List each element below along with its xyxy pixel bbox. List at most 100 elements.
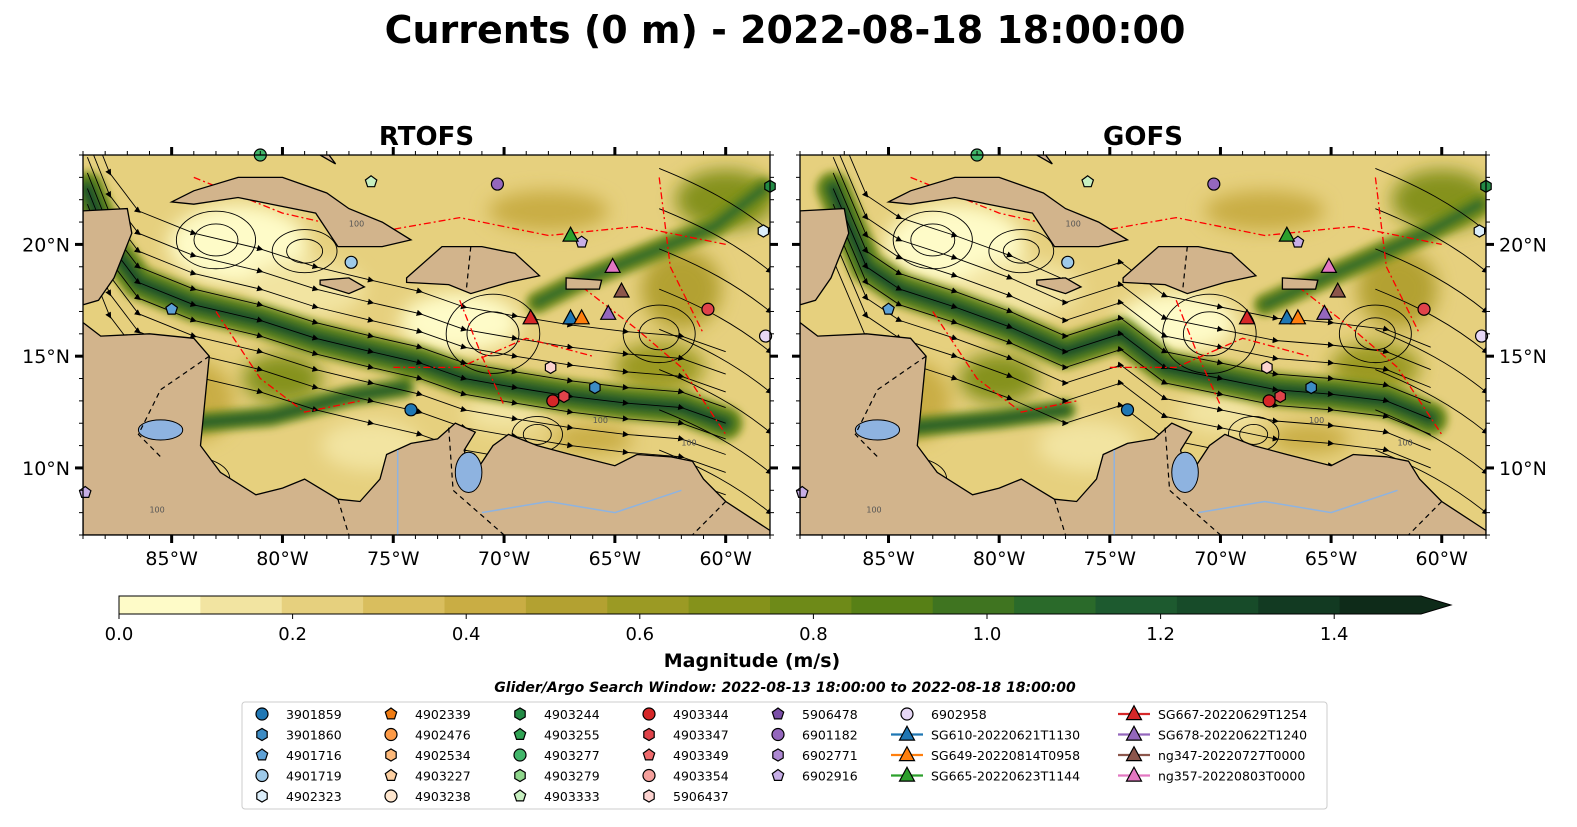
legend-label: 4903277	[544, 748, 600, 763]
boundary-lines	[193, 176, 727, 435]
legend-item: 3901859	[255, 707, 342, 722]
legend-label: 4903333	[544, 789, 600, 804]
legend-label: 6902916	[802, 769, 858, 784]
legend-label: SG649-20220814T0958	[931, 748, 1080, 763]
contour-label: 100	[1309, 416, 1324, 425]
legend-label: 4903344	[673, 707, 729, 722]
observation-marker	[1278, 225, 1296, 242]
colorbar-segment	[1095, 596, 1178, 614]
observation-marker	[1474, 329, 1489, 343]
observation-marker	[562, 225, 580, 242]
legend-label: 4902534	[415, 748, 471, 763]
legend-marker	[384, 727, 398, 742]
legend-item: 4903349	[642, 748, 729, 763]
legend-item: ng357-20220803T0000	[1118, 765, 1305, 784]
lake	[137, 419, 184, 441]
legend-marker	[1125, 724, 1143, 741]
legend-item: 6902958	[900, 707, 987, 722]
legend-label: ng347-20220727T0000	[1158, 748, 1305, 763]
legend-label: SG665-20220623T1144	[931, 769, 1080, 784]
legend-label: 4903279	[544, 769, 600, 784]
y-tick-label: 15°N	[1499, 346, 1547, 368]
legend-label: 6902771	[802, 748, 858, 763]
observation-marker	[1320, 257, 1338, 273]
colorbar-segment	[200, 596, 283, 614]
legend-marker	[513, 789, 527, 802]
land	[800, 155, 1486, 535]
legend-item: 4903238	[384, 789, 471, 804]
observation-marker	[604, 257, 622, 273]
observation-marker	[573, 308, 591, 325]
observation-marker	[1278, 308, 1296, 325]
x-tick-label: 85°W	[862, 548, 915, 570]
x-tick-label: 80°W	[256, 548, 309, 570]
legend-item: 4901716	[255, 748, 342, 763]
legend-item: SG667-20220629T1254	[1118, 704, 1307, 722]
legend-label: 6901182	[802, 728, 858, 743]
legend-marker	[642, 748, 656, 761]
legend-label: 4903227	[415, 769, 471, 784]
legend-marker	[514, 768, 526, 783]
legend-label: 4902323	[286, 789, 342, 804]
contour-label: 100	[681, 439, 696, 448]
legend-item: 4902339	[384, 707, 471, 722]
y-tick-label: 10°N	[22, 458, 70, 480]
observation-marker	[589, 380, 601, 395]
observation-marker	[758, 329, 773, 343]
observation-marker	[757, 224, 770, 238]
colorbar: 0.0 0.2 0.4 0.6 0.8 1.0 1.2 1.4	[105, 595, 1453, 645]
legend-label: 4902476	[415, 728, 471, 743]
legend-marker	[256, 727, 268, 742]
colorbar-segment	[281, 596, 364, 614]
legend-marker	[898, 765, 916, 782]
x-tick-label: 70°W	[478, 548, 531, 570]
y-tick-label: 20°N	[1499, 234, 1547, 256]
observation-marker	[558, 389, 570, 404]
legend-marker	[255, 748, 269, 761]
lake	[1171, 451, 1199, 494]
contour-label: 100	[349, 220, 364, 229]
land	[83, 155, 770, 535]
colorbar-tick-label: 0.4	[452, 624, 481, 645]
legend-label: SG610-20220621T1130	[931, 728, 1080, 743]
lake	[854, 419, 901, 441]
x-tick-label: 65°W	[589, 548, 642, 570]
legend-item: 4903354	[642, 769, 729, 784]
axis-ticks	[792, 147, 1494, 543]
observation-marker	[1061, 255, 1075, 269]
legend-frame	[241, 701, 1328, 810]
observation-marker	[1261, 360, 1273, 375]
legend-item: SG678-20220622T1240	[1118, 724, 1307, 743]
colorbar-segment	[444, 596, 527, 614]
legend-marker	[384, 707, 398, 720]
legend-marker	[384, 768, 398, 781]
legend-item: 4902534	[385, 748, 471, 763]
legend-marker	[771, 768, 785, 781]
colorbar-segment	[1339, 596, 1422, 614]
legend-item: SG610-20220621T1130	[891, 724, 1080, 743]
figure-title: Currents (0 m) - 2022-08-18 18:00:00	[385, 8, 1186, 52]
legend-marker	[1125, 765, 1143, 782]
observation-marker	[599, 304, 617, 320]
legend-label: ng357-20220803T0000	[1158, 769, 1305, 784]
x-tick-label: 60°W	[1416, 548, 1469, 570]
legend-item: 6902771	[772, 748, 858, 763]
colorbar-tick-label: 0.8	[799, 624, 828, 645]
observation-marker	[364, 175, 378, 188]
observation-marker	[404, 403, 418, 417]
legend-marker	[1125, 745, 1143, 762]
contour-label: 100	[593, 416, 608, 425]
y-tick-label: 15°N	[22, 346, 70, 368]
x-tick-label: 80°W	[973, 548, 1026, 570]
observation-markers	[795, 148, 1492, 498]
observation-marker	[1262, 394, 1276, 408]
legend-item: 4903344	[642, 707, 729, 722]
x-tick-label: 75°W	[367, 548, 420, 570]
observation-marker	[1473, 224, 1486, 238]
legend-item: 4903279	[514, 768, 600, 784]
colorbar-label: Magnitude (m/s)	[664, 650, 841, 672]
colorbar-segment	[1014, 596, 1096, 614]
legend-marker	[1125, 704, 1143, 721]
colorbar-segment	[363, 596, 445, 614]
